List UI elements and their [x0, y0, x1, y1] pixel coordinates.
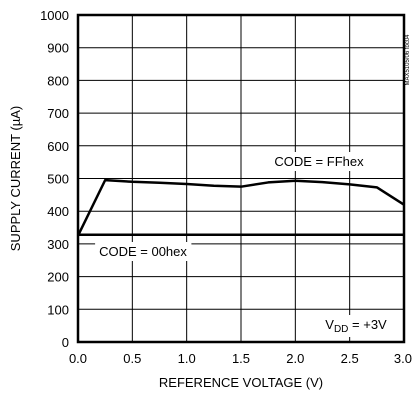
series-group: [76, 178, 405, 237]
zero-series-label-group: CODE = 00hex: [95, 242, 192, 261]
y-tick-label: 100: [47, 302, 69, 317]
vdd-annotation-group: VDD = +3V: [321, 315, 392, 337]
y-axis-label: SUPPLY CURRENT (µA): [8, 106, 23, 251]
grid: [78, 15, 404, 342]
vdd-annotation-background: [321, 315, 392, 337]
ff-series-label-background: [270, 152, 369, 171]
y-tick-label: 700: [47, 106, 69, 121]
y-tick-label: 800: [47, 73, 69, 88]
vdd-annotation: VDD = +3V: [325, 317, 387, 335]
vdd-v: V: [325, 317, 334, 332]
x-tick-label: 3.0: [394, 351, 412, 366]
x-tick-label: 0.5: [123, 351, 141, 366]
x-tick-label: 2.0: [286, 351, 304, 366]
y-tick-label: 200: [47, 270, 69, 285]
x-tick-label: 2.5: [341, 351, 359, 366]
x-axis-label: REFERENCE VOLTAGE (V): [159, 375, 323, 390]
zero-series-label: CODE = 00hex: [99, 244, 187, 259]
y-tick-label: 0: [62, 335, 69, 350]
vdd-equals: = +3V: [348, 317, 387, 332]
x-tick-label: 0.0: [69, 351, 87, 366]
y-tick-labels: 0 100 200 300 400 500 600 700 800 900 1000: [40, 8, 69, 350]
figure-tag: MAX5105/06 toc04: [405, 34, 411, 86]
ff-series-label-group: CODE = FFhex: [270, 152, 369, 171]
x-tick-labels: 0.0 0.5 1.0 1.5 2.0 2.5 3.0: [69, 351, 412, 366]
y-tick-label: 300: [47, 237, 69, 252]
plot-frame: [76, 13, 406, 344]
y-tick-label: 900: [47, 41, 69, 56]
zero-series-label-background: [95, 242, 192, 261]
y-tick-label: 400: [47, 204, 69, 219]
y-tick-label: 1000: [40, 8, 69, 23]
series-line-0: [76, 178, 405, 237]
ff-series-label: CODE = FFhex: [274, 154, 364, 169]
y-tick-label: 600: [47, 139, 69, 154]
y-tick-label: 500: [47, 172, 69, 187]
x-tick-label: 1.5: [232, 351, 250, 366]
x-tick-label: 1.0: [178, 351, 196, 366]
vdd-subscript: DD: [334, 324, 348, 335]
